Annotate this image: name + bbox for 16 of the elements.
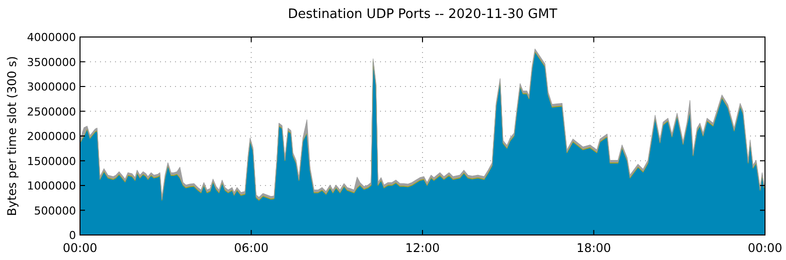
y-tick-label: 2000000: [27, 130, 76, 143]
chart-title: Destination UDP Ports -- 2020-11-30 GMT: [288, 7, 558, 22]
y-tick-label: 3000000: [27, 80, 76, 94]
y-tick-label: 1000000: [27, 180, 76, 192]
y-tick-label: 1500000: [27, 154, 76, 168]
y-tick-label: 3500000: [27, 56, 76, 69]
x-tick-label: 06:00: [234, 241, 269, 255]
x-tick-label: 12:00: [405, 241, 440, 255]
x-tick-label: 00:00: [62, 241, 98, 255]
y-tick-label: 4000000: [27, 31, 76, 44]
y-axis-title: Bytes per time slot (300 s): [5, 56, 19, 216]
y-tick-label: 2500000: [27, 105, 76, 118]
x-tick-label: 00:00: [748, 241, 782, 255]
y-tick-label: 500000: [34, 204, 76, 218]
y-tick-label: 0: [69, 229, 76, 242]
x-tick-label: 18:00: [576, 241, 612, 255]
